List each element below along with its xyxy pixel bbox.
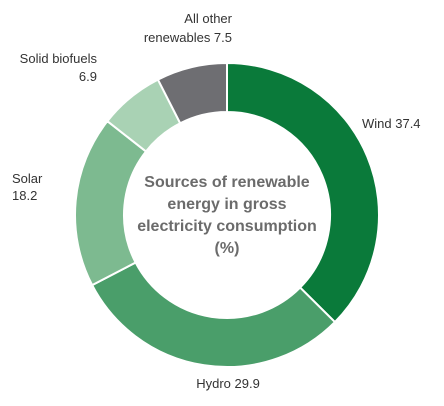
- slice-label-wind: Wind 37.4: [362, 116, 421, 131]
- chart-title: Sources of renewable energy in gross elect…: [137, 174, 317, 257]
- slice-wind: [226, 61, 380, 324]
- chart-title-line: Sources of renewable: [144, 174, 309, 191]
- slice-solar: [74, 119, 148, 287]
- slice-label-hydro: Hydro 29.9: [196, 376, 260, 391]
- slices-layer: [74, 61, 380, 368]
- slice-hydro: [90, 261, 337, 368]
- slice-all-other-renewables: [156, 61, 228, 125]
- chart-title-line: energy in gross: [167, 196, 286, 213]
- slice-label-all-other-renewables: All other renewables 7.5: [144, 11, 233, 45]
- labels-layer: Wind 37.4 Hydro 29.9 Solar 18.2 Solid biofue…: [12, 11, 421, 391]
- chart-title-line: (%): [215, 240, 240, 257]
- slice-label-solid-biofuels: Solid biofuels 6.9: [20, 51, 98, 84]
- chart-title-line: electricity consumption: [137, 218, 317, 235]
- slice-label-solar: Solar 18.2: [12, 171, 43, 203]
